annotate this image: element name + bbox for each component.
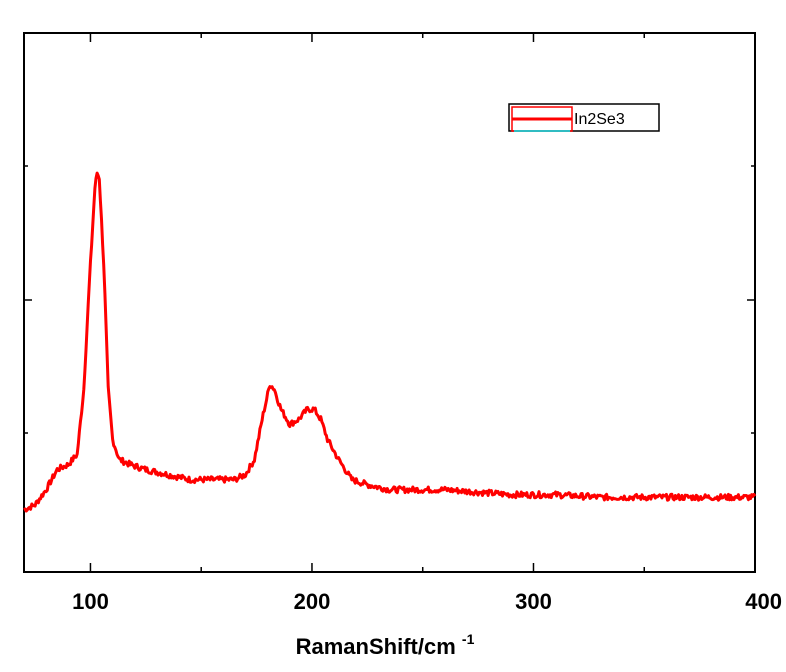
x-tick-label-200: 200 <box>294 589 331 614</box>
x-tick-label-300: 300 <box>515 589 552 614</box>
x-axis-title: RamanShift/cm -1 <box>296 631 475 659</box>
x-axis-title-superscript: -1 <box>462 631 475 647</box>
x-tick-label-100: 100 <box>72 589 109 614</box>
legend-label-in2se3: In2Se3 <box>574 111 625 128</box>
x-axis-ticks <box>89 33 756 572</box>
x-axis-title-main: RamanShift/cm <box>296 634 456 659</box>
plot-frame <box>23 32 756 573</box>
legend: In2Se3 <box>508 103 660 132</box>
series-in2se3-line <box>23 171 757 513</box>
x-tick-label-400: 400 <box>745 589 782 614</box>
x-axis-tick-labels: 100 200 300 400 <box>72 589 782 614</box>
y-axis-ticks <box>24 165 755 434</box>
